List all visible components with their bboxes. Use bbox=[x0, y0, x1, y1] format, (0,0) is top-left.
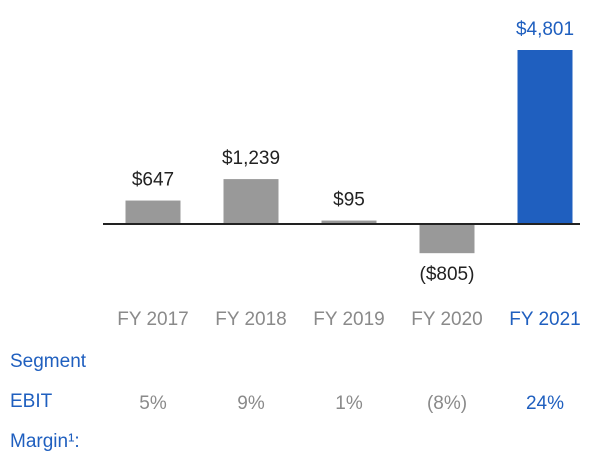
data-label: ($805) bbox=[420, 264, 475, 285]
margin-row-label: EBIT bbox=[10, 391, 53, 412]
margin-value: 24% bbox=[526, 393, 564, 414]
category-label: FY 2021 bbox=[509, 309, 580, 330]
margin-value: 1% bbox=[335, 393, 363, 414]
data-label: $4,801 bbox=[516, 19, 574, 40]
bar bbox=[125, 200, 181, 224]
data-label: $647 bbox=[132, 170, 174, 191]
bar bbox=[223, 179, 279, 224]
margin-value: 9% bbox=[237, 393, 265, 414]
margin-row-label: Margin¹: bbox=[10, 431, 80, 452]
bar bbox=[419, 224, 475, 254]
bar bbox=[321, 220, 377, 224]
margin-row-label: Segment bbox=[10, 351, 87, 372]
margin-value: 5% bbox=[139, 393, 167, 414]
category-label: FY 2019 bbox=[313, 309, 384, 330]
data-label: $1,239 bbox=[222, 148, 280, 169]
category-label: FY 2017 bbox=[117, 309, 188, 330]
data-label: $95 bbox=[333, 190, 365, 211]
margin-value: (8%) bbox=[427, 393, 467, 414]
bar bbox=[517, 50, 573, 224]
category-label: FY 2020 bbox=[411, 309, 482, 330]
category-label: FY 2018 bbox=[215, 309, 286, 330]
